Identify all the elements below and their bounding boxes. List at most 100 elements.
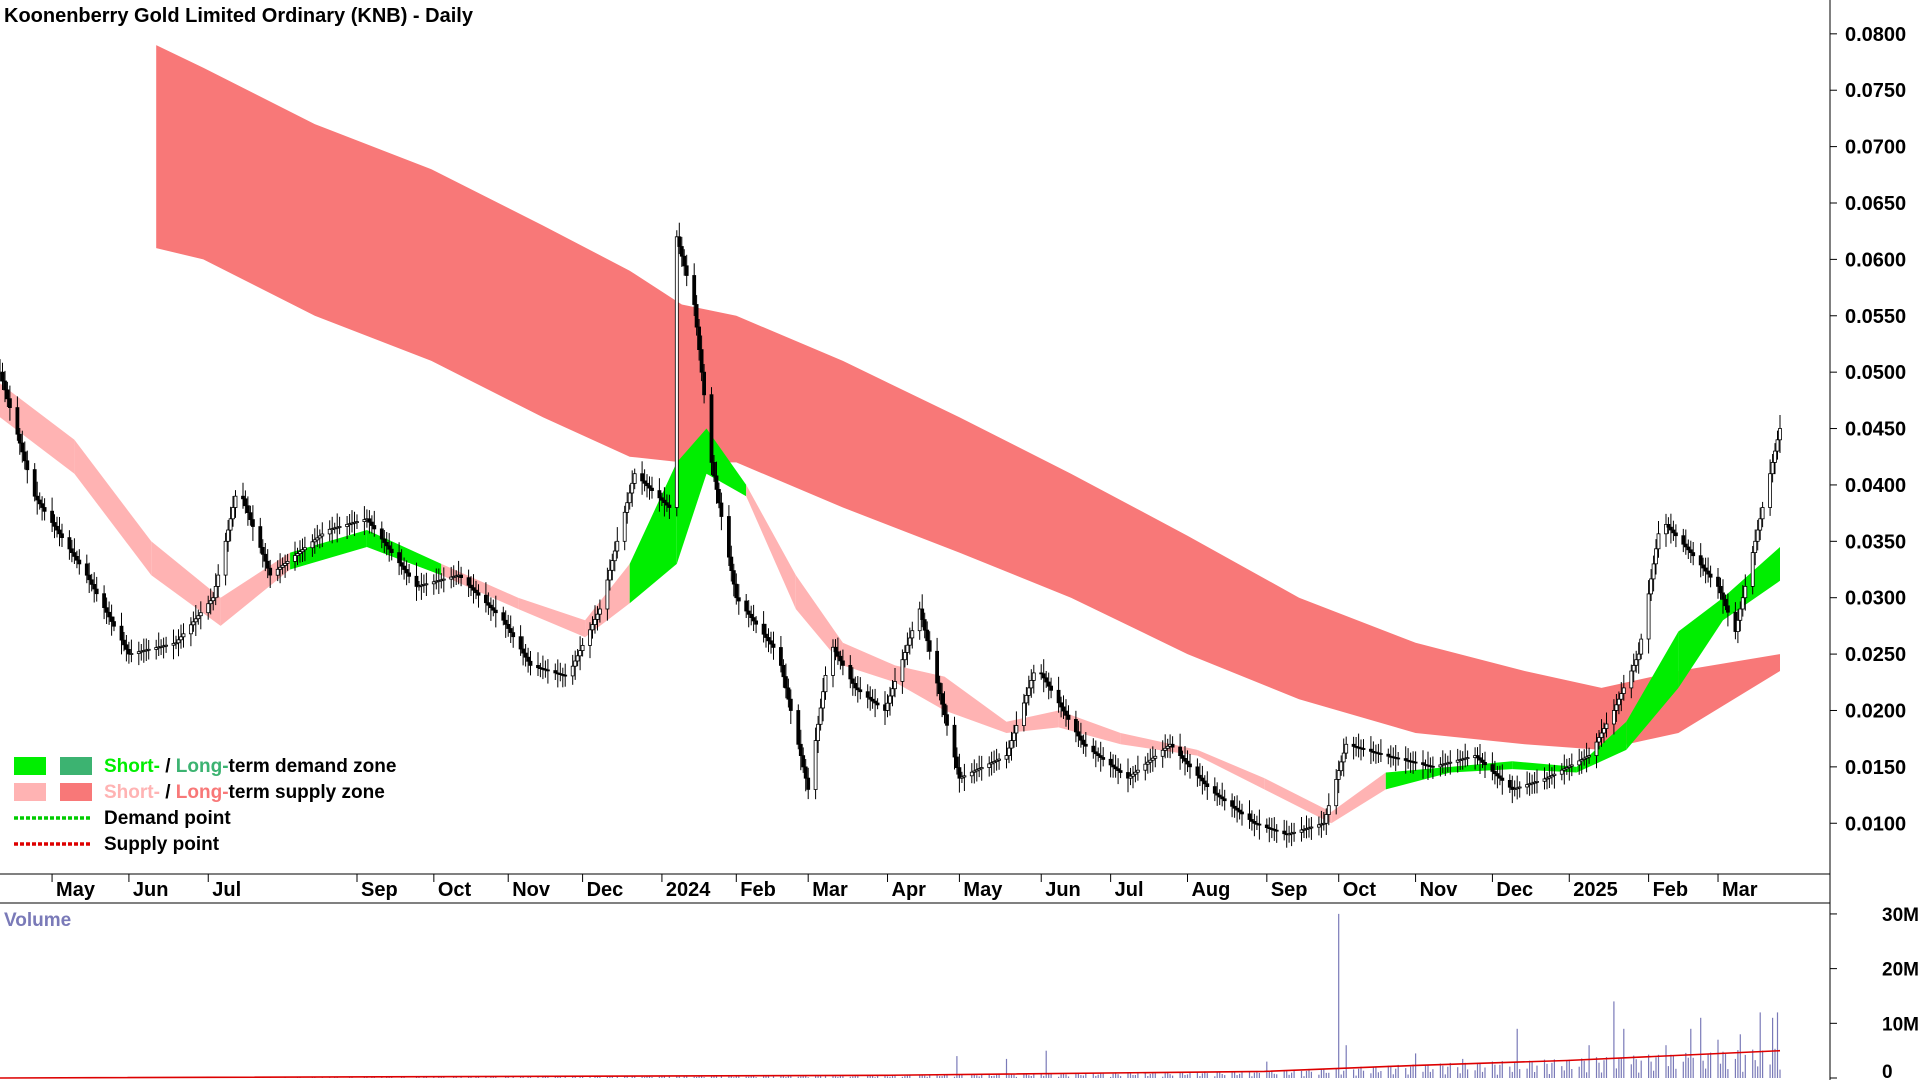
price-bar-body (1768, 473, 1772, 508)
price-bar-body (679, 246, 684, 257)
price-bar-body (87, 574, 92, 581)
price-bar-body (196, 615, 201, 620)
date-tick-label: May (56, 879, 96, 901)
price-bar-body (263, 553, 268, 562)
long-term-supply-zone (156, 45, 1781, 750)
price-bar-body (563, 674, 568, 677)
short-term-supply-zone (1197, 749, 1265, 790)
price-bar-body (1770, 461, 1775, 475)
price-bar-body (1758, 518, 1763, 531)
price-bar-body (875, 702, 880, 706)
price-bar-body (1703, 567, 1708, 572)
price-bar-body (1629, 670, 1634, 689)
price-bar-body (60, 533, 64, 538)
price-bar-body (275, 568, 280, 576)
price-bar-body (709, 394, 714, 463)
price-bar-body (1651, 563, 1656, 580)
date-tick-label: Jun (133, 879, 169, 901)
price-bar-body (833, 646, 838, 653)
price-bar-body (315, 537, 320, 541)
date-tick-label: Apr (892, 879, 927, 901)
price-bar-body (1230, 800, 1234, 807)
price-bar-body (1026, 687, 1031, 696)
volume-bars (0, 913, 1781, 1079)
price-bar-body (645, 482, 649, 487)
price-bar-body (806, 777, 811, 790)
price-bar-body (1321, 822, 1326, 825)
price-bar-body (1282, 830, 1287, 835)
price-bar-body (469, 584, 473, 589)
price-bar-body (293, 555, 297, 562)
short-term-demand-zone (1512, 761, 1577, 773)
price-bar-body (231, 507, 235, 520)
price-bar-body (1500, 777, 1505, 781)
price-bar-body (1198, 774, 1202, 779)
price-bar-body (1217, 794, 1222, 798)
price-bar-body (1098, 755, 1103, 758)
price-tick-label: 0.0350 (1845, 531, 1906, 553)
short-term-supply-zone (220, 552, 291, 626)
price-bar-body (1621, 687, 1626, 694)
volume-average-line (0, 1049, 1781, 1079)
price-bar-body (0, 371, 5, 382)
price-bar-body (1022, 702, 1026, 727)
price-bar-body (1145, 761, 1150, 765)
price-bar-body (50, 510, 54, 523)
price-bar-body (245, 505, 250, 514)
date-tick-label: Mar (1722, 879, 1758, 901)
price-bar-body (404, 569, 409, 574)
price-bar-body (1669, 526, 1673, 531)
price-bar-body (1012, 732, 1016, 741)
price-bar-body (94, 588, 99, 595)
price-bar-body (22, 451, 27, 462)
price-bar-body (1188, 763, 1192, 768)
price-bar-body (1587, 755, 1591, 758)
price-bar-body (15, 407, 20, 435)
price-bar-body (1101, 757, 1106, 760)
price-bar-body (483, 594, 488, 604)
price-bar-body (1594, 741, 1599, 756)
price-bar-body (407, 572, 412, 577)
price-bars (0, 222, 1782, 848)
price-bar-body (1131, 773, 1135, 777)
short-term-supply-zone (518, 597, 586, 638)
price-bar-body (260, 547, 265, 555)
price-bar-body (1507, 780, 1512, 788)
price-bar-body (612, 550, 617, 562)
price-bar-body (1569, 764, 1574, 767)
price-bar-body (942, 703, 947, 716)
price-bar-body (67, 537, 72, 550)
short-term-supply-zone (895, 665, 945, 711)
price-bar-body (717, 488, 721, 504)
price-bar-body (124, 644, 129, 650)
price-bar-body (1634, 659, 1639, 666)
price-bar-body (55, 525, 59, 531)
price-bar-body (890, 688, 895, 697)
price-bar-body (171, 643, 176, 646)
price-bar-body (1674, 532, 1678, 537)
price-bar-body (979, 767, 984, 770)
price-bar-body (751, 617, 756, 622)
short-term-supply-zone (1331, 772, 1386, 824)
price-bar-body (1649, 578, 1653, 595)
price-bar-body (449, 576, 454, 580)
price-bar-body (1681, 535, 1686, 545)
short-term-supply-zone (1120, 733, 1198, 756)
price-bar-body (714, 475, 719, 490)
price-bar-body (769, 640, 773, 645)
price-bar-body (1116, 768, 1120, 772)
price-bar-body (1562, 768, 1567, 771)
price-bar-body (75, 556, 79, 561)
price-bar-body (258, 526, 263, 548)
price-bar-body (1143, 763, 1148, 771)
price-bar-body (1232, 805, 1237, 809)
price-bar-body (285, 561, 290, 564)
price-bar-body (1547, 776, 1552, 779)
price-bar-body (731, 570, 736, 585)
price-bar-body (1612, 710, 1616, 725)
price-bar-body (206, 603, 211, 614)
price-bar-body (1056, 689, 1061, 704)
price-bar-body (1413, 761, 1418, 764)
price-bar-body (1317, 824, 1321, 828)
price-bar-body (70, 548, 74, 553)
